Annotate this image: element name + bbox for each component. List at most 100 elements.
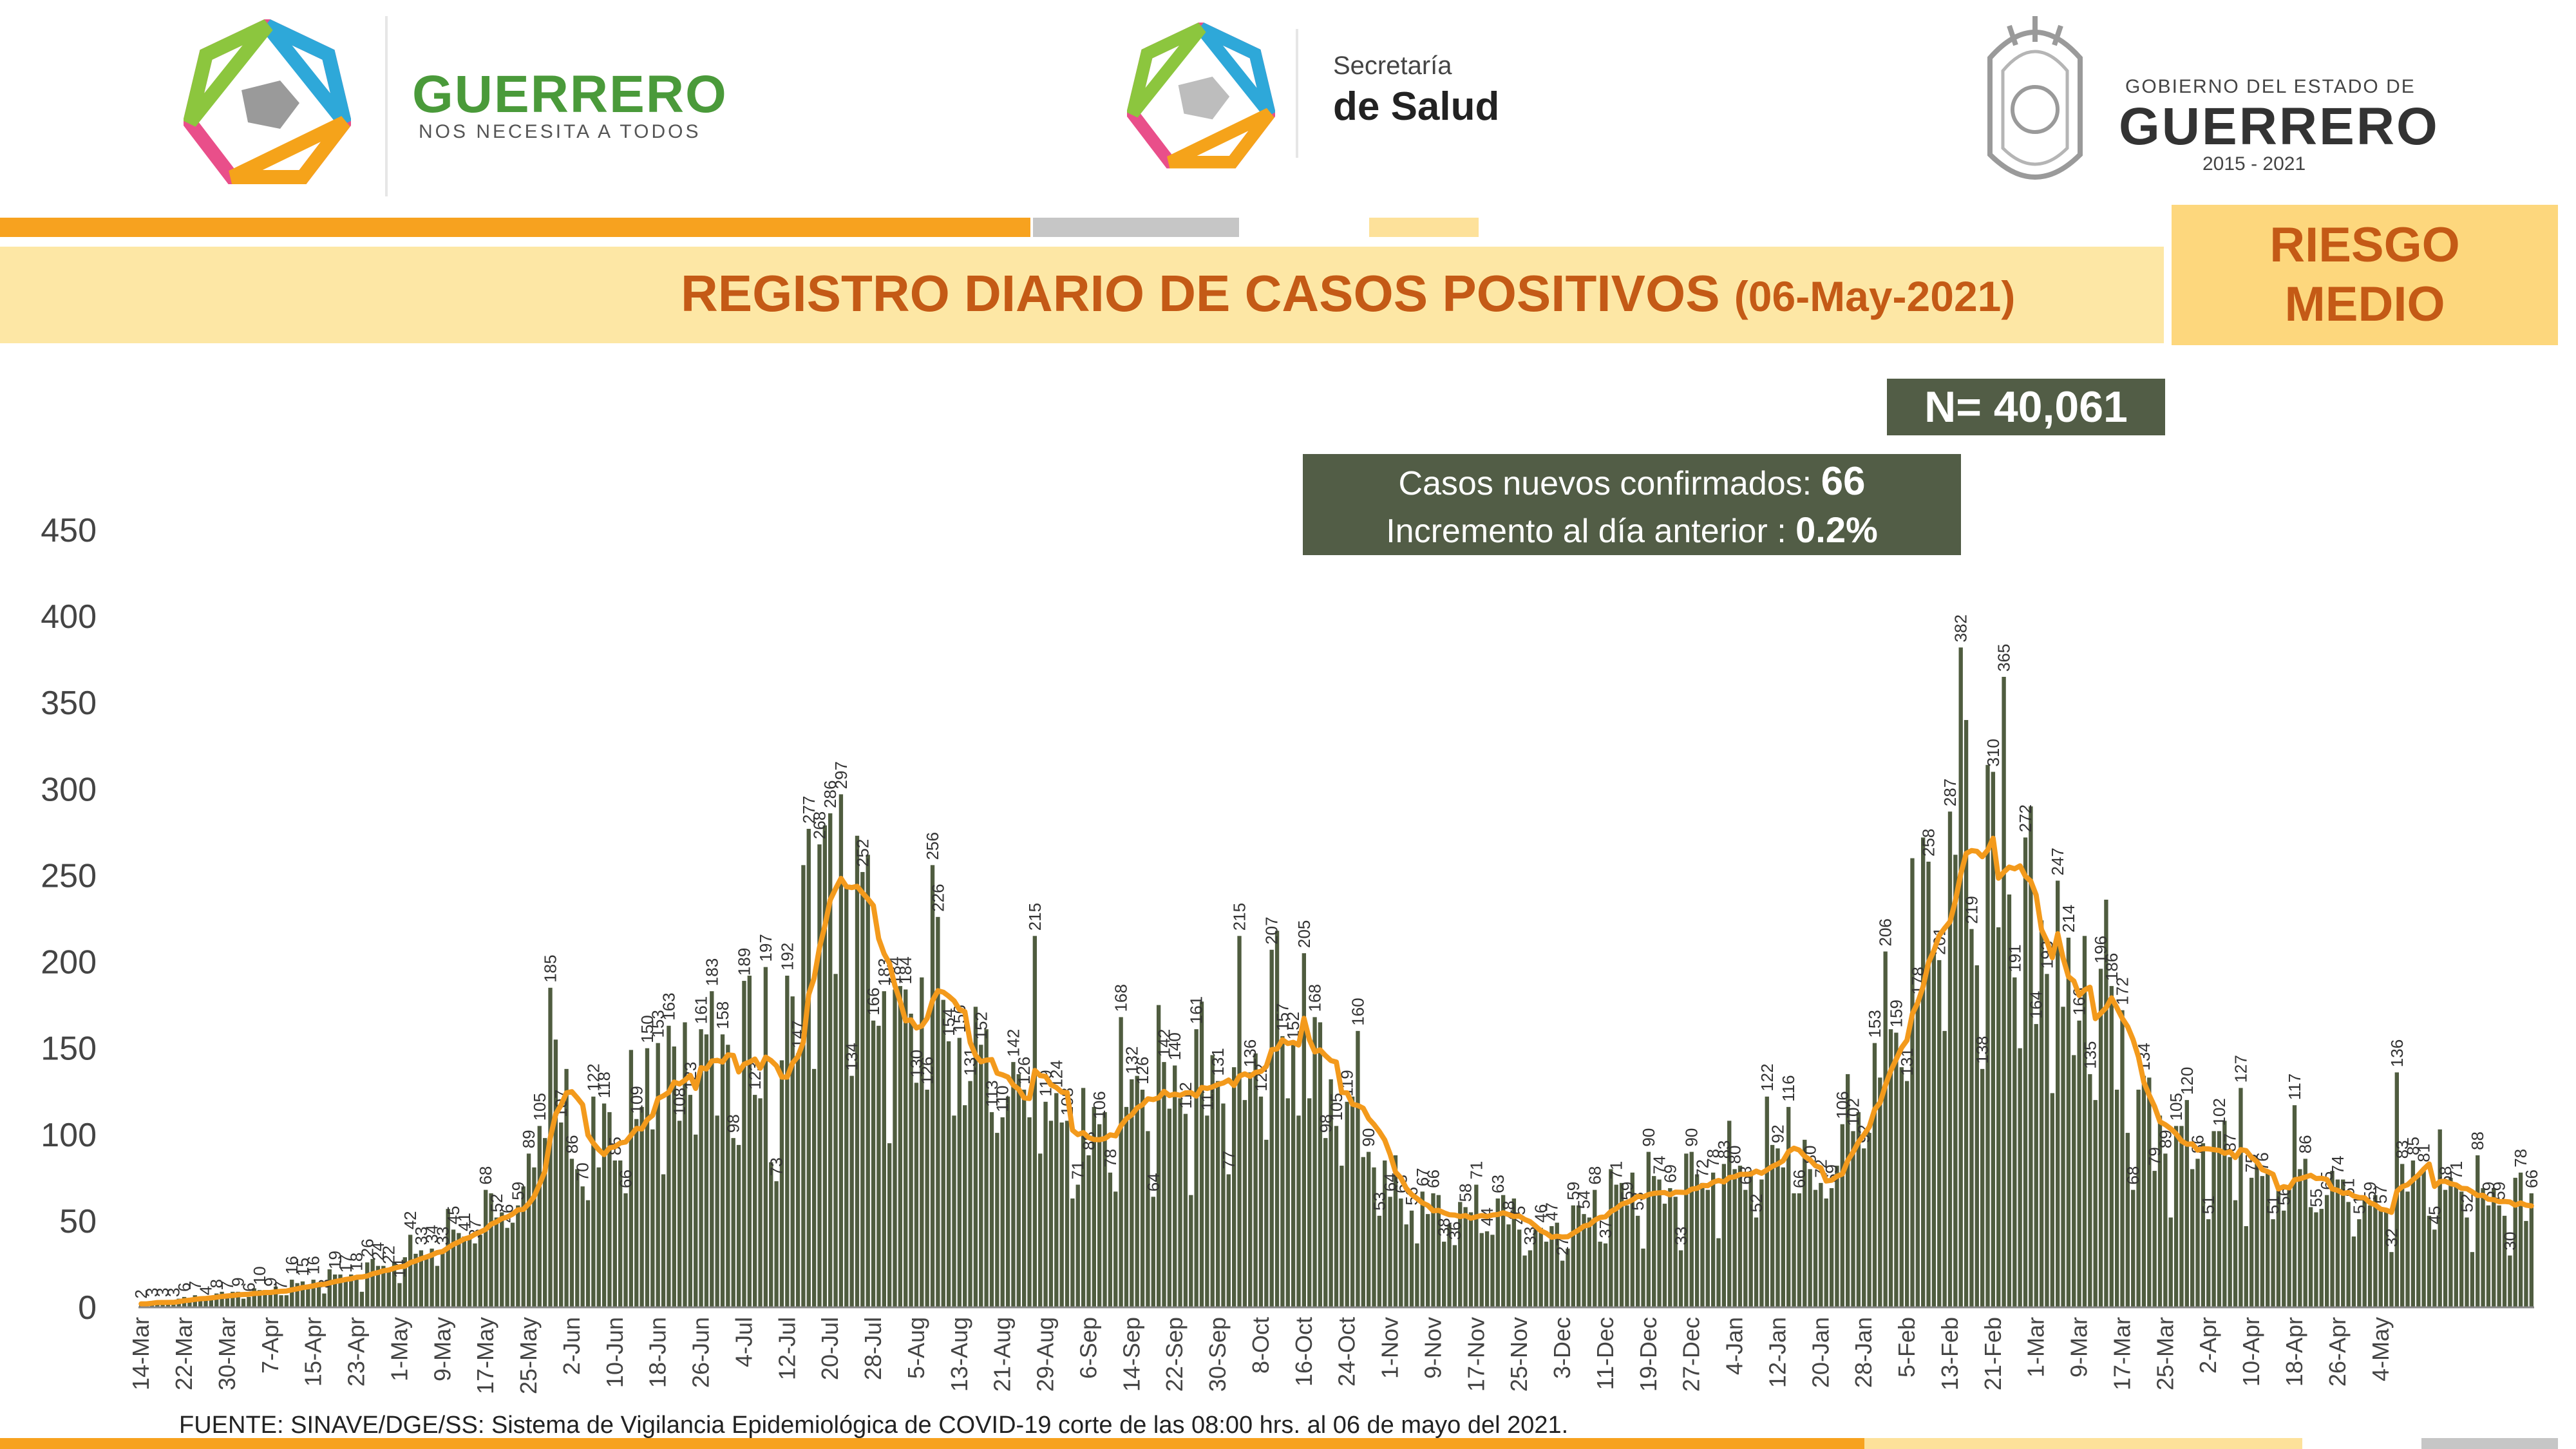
bar (2421, 1167, 2426, 1307)
bar-value-label: 52 (1747, 1194, 1766, 1213)
bar (2448, 1177, 2453, 1307)
bar (1178, 1098, 1182, 1307)
bar (526, 1153, 531, 1307)
bar (204, 1300, 208, 1307)
bar-value-label: 226 (928, 884, 947, 911)
bar (1081, 1088, 1086, 1307)
bar (1135, 1075, 1139, 1307)
bar (1038, 1153, 1043, 1307)
increment-line: Incremento al día anterior : 0.2% (1303, 507, 1961, 554)
bar (1356, 1030, 1360, 1307)
x-tick-label: 14-Mar (128, 1317, 154, 1390)
bar (231, 1291, 235, 1307)
bar (2292, 1105, 2297, 1307)
x-tick-label: 18-Jun (645, 1317, 671, 1388)
bar (1888, 1029, 1893, 1307)
x-tick-label: 24-Oct (1334, 1317, 1360, 1387)
bar-value-label: 157 (1273, 1003, 1292, 1031)
x-tick-label: 1-Nov (1377, 1317, 1403, 1379)
bar (2362, 1197, 2367, 1307)
bar (397, 1283, 402, 1307)
bar (2378, 1209, 2383, 1307)
x-tick-label: 22-Mar (171, 1317, 197, 1390)
bar (1372, 1167, 1376, 1307)
bar-value-label: 64 (1144, 1173, 1163, 1191)
x-tick-label: 5-Aug (903, 1317, 929, 1379)
bar (2184, 1100, 2189, 1307)
bar-value-label: 98 (724, 1114, 743, 1133)
bar-value-label: 126 (1133, 1057, 1152, 1084)
bar-value-label: 83 (2392, 1140, 2412, 1159)
bar (1334, 1126, 1339, 1307)
bar (855, 835, 860, 1307)
bar (1593, 1189, 1597, 1307)
bar (402, 1257, 407, 1307)
bar (1404, 1224, 1408, 1307)
bar (2190, 1169, 2195, 1307)
bar (1517, 1229, 1522, 1307)
bar (2136, 1090, 2141, 1307)
bar (1119, 1017, 1123, 1307)
bar (457, 1233, 461, 1307)
bar (2335, 1179, 2340, 1307)
bar (973, 1007, 978, 1307)
x-tick-label: 2-Apr (2195, 1317, 2221, 1374)
bar (984, 1029, 989, 1307)
bar (521, 1186, 526, 1307)
bar (607, 1112, 612, 1307)
bar (1393, 1155, 1398, 1307)
bar (1323, 1138, 1328, 1307)
bar (322, 1293, 327, 1307)
bar (225, 1295, 230, 1307)
bar-value-label: 206 (1876, 918, 1895, 946)
gov-line1: GOBIERNO DEL ESTADO DE (2125, 76, 2416, 97)
bar-value-label: 32 (2382, 1228, 2401, 1247)
bar (1969, 929, 1974, 1307)
bar (2045, 974, 2049, 1307)
x-tick-label: 14-Sep (1118, 1317, 1144, 1392)
bar (957, 1037, 961, 1307)
chart-title-main: REGISTRO DIARIO DE CASOS POSITIVOS (681, 265, 1720, 322)
bar (1366, 1151, 1371, 1307)
bar (2367, 1205, 2372, 1307)
bar (2217, 1131, 2222, 1307)
bar (484, 1189, 488, 1307)
bar (1226, 1174, 1231, 1307)
bar (699, 1029, 703, 1307)
x-tick-label: 11-Dec (1592, 1317, 1618, 1390)
risk-line1: RIESGO (2269, 218, 2460, 272)
bar-value-label: 58 (1456, 1183, 1475, 1202)
x-tick-label: 20-Jan (1807, 1317, 1833, 1388)
bar (2341, 1179, 2345, 1307)
bar (1652, 1176, 1656, 1307)
bar (2459, 1191, 2464, 1307)
bar-value-label: 47 (1542, 1202, 1561, 1221)
bar (882, 991, 886, 1307)
bar (817, 844, 822, 1307)
bar (1274, 931, 1280, 1307)
bar-value-label: 52 (487, 1194, 506, 1213)
bar (1146, 1131, 1150, 1307)
bar (392, 1262, 397, 1307)
bar (1754, 1217, 1759, 1307)
x-tick-label: 18-Apr (2281, 1317, 2307, 1387)
bar (2405, 1191, 2410, 1307)
bar (1231, 1067, 1236, 1307)
bar-value-label: 118 (594, 1072, 614, 1098)
bar (2266, 1171, 2270, 1307)
bar (537, 1126, 542, 1307)
bar (1835, 1166, 1839, 1307)
bar (2427, 1215, 2432, 1307)
bar-value-label: 105 (2166, 1093, 2186, 1121)
bar-value-label: 53 (1370, 1192, 1389, 1211)
bar-value-label: 38 (1434, 1218, 1454, 1236)
bar (198, 1296, 203, 1307)
bar (1915, 999, 1920, 1307)
bar-value-label: 365 (1994, 644, 2014, 672)
bar (1452, 1245, 1457, 1307)
bar (354, 1276, 359, 1307)
x-tick-label: 17-Nov (1463, 1317, 1489, 1392)
bar (489, 1193, 493, 1307)
bar (1635, 1215, 1640, 1307)
bar (2497, 1205, 2501, 1307)
